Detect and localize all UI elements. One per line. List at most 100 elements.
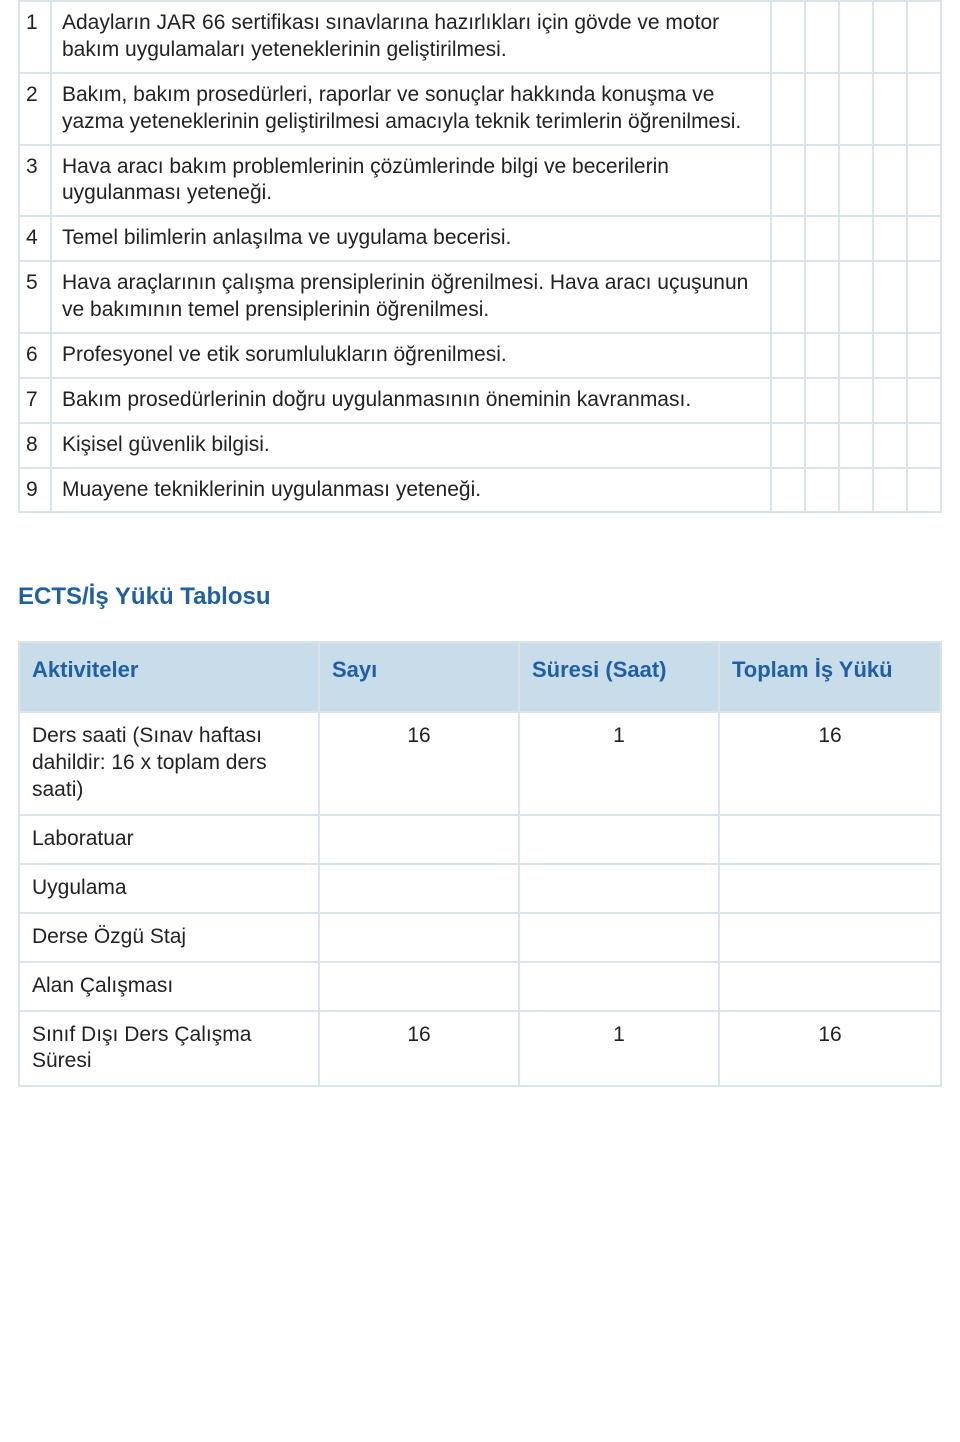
row-number: 5 bbox=[19, 261, 51, 333]
row-text: Bakım prosedürlerinin doğru uygulanmasın… bbox=[51, 378, 771, 423]
header-duration: Süresi (Saat) bbox=[519, 642, 719, 712]
activity-cell: Sınıf Dışı Ders Çalışma Süresi bbox=[19, 1011, 319, 1087]
total-cell bbox=[719, 864, 941, 913]
row-text: Temel bilimlerin anlaşılma ve uygulama b… bbox=[51, 216, 771, 261]
empty-cell bbox=[839, 1, 873, 73]
table-row: Sınıf Dışı Ders Çalışma Süresi 16 1 16 bbox=[19, 1011, 941, 1087]
table-row: 2 Bakım, bakım prosedürleri, raporlar ve… bbox=[19, 73, 941, 145]
row-text: Kişisel güvenlik bilgisi. bbox=[51, 423, 771, 468]
table-row: 8 Kişisel güvenlik bilgisi. bbox=[19, 423, 941, 468]
duration-cell: 1 bbox=[519, 1011, 719, 1087]
activity-cell: Alan Çalışması bbox=[19, 962, 319, 1011]
empty-cell bbox=[805, 468, 839, 513]
page: 1 Adayların JAR 66 sertifikası sınavları… bbox=[0, 0, 960, 1127]
row-text: Muayene tekniklerinin uygulanması yetene… bbox=[51, 468, 771, 513]
row-text: Bakım, bakım prosedürleri, raporlar ve s… bbox=[51, 73, 771, 145]
empty-cell bbox=[907, 333, 941, 378]
table-row: 4 Temel bilimlerin anlaşılma ve uygulama… bbox=[19, 216, 941, 261]
empty-cell bbox=[907, 145, 941, 217]
empty-cell bbox=[805, 73, 839, 145]
header-count: Sayı bbox=[319, 642, 519, 712]
empty-cell bbox=[907, 378, 941, 423]
total-cell: 16 bbox=[719, 1011, 941, 1087]
count-cell bbox=[319, 815, 519, 864]
row-number: 7 bbox=[19, 378, 51, 423]
empty-cell bbox=[771, 73, 805, 145]
empty-cell bbox=[907, 468, 941, 513]
empty-cell bbox=[771, 145, 805, 217]
row-text: Profesyonel ve etik sorumlulukların öğre… bbox=[51, 333, 771, 378]
activity-cell: Ders saati (Sınav haftası dahildir: 16 x… bbox=[19, 712, 319, 815]
row-text: Adayların JAR 66 sertifikası sınavlarına… bbox=[51, 1, 771, 73]
empty-cell bbox=[839, 145, 873, 217]
empty-cell bbox=[839, 216, 873, 261]
table-header-row: Aktiviteler Sayı Süresi (Saat) Toplam İş… bbox=[19, 642, 941, 712]
count-cell: 16 bbox=[319, 1011, 519, 1087]
total-cell: 16 bbox=[719, 712, 941, 815]
empty-cell bbox=[805, 378, 839, 423]
row-text: Hava araçlarının çalışma prensiplerinin … bbox=[51, 261, 771, 333]
duration-cell bbox=[519, 815, 719, 864]
empty-cell bbox=[873, 73, 907, 145]
total-cell bbox=[719, 913, 941, 962]
empty-cell bbox=[907, 423, 941, 468]
table-row: Ders saati (Sınav haftası dahildir: 16 x… bbox=[19, 712, 941, 815]
activity-cell: Derse Özgü Staj bbox=[19, 913, 319, 962]
empty-cell bbox=[839, 378, 873, 423]
duration-cell bbox=[519, 962, 719, 1011]
empty-cell bbox=[907, 261, 941, 333]
empty-cell bbox=[907, 73, 941, 145]
table-row: Laboratuar bbox=[19, 815, 941, 864]
table-row: 6 Profesyonel ve etik sorumlulukların öğ… bbox=[19, 333, 941, 378]
empty-cell bbox=[907, 1, 941, 73]
empty-cell bbox=[771, 333, 805, 378]
empty-cell bbox=[805, 261, 839, 333]
count-cell bbox=[319, 913, 519, 962]
empty-cell bbox=[771, 1, 805, 73]
row-number: 3 bbox=[19, 145, 51, 217]
row-number: 2 bbox=[19, 73, 51, 145]
table-row: 9 Muayene tekniklerinin uygulanması yete… bbox=[19, 468, 941, 513]
table-row: 5 Hava araçlarının çalışma prensiplerini… bbox=[19, 261, 941, 333]
header-total: Toplam İş Yükü bbox=[719, 642, 941, 712]
empty-cell bbox=[771, 423, 805, 468]
empty-cell bbox=[873, 145, 907, 217]
empty-cell bbox=[907, 216, 941, 261]
empty-cell bbox=[839, 468, 873, 513]
empty-cell bbox=[873, 216, 907, 261]
ects-heading: ECTS/İş Yükü Tablosu bbox=[18, 583, 942, 611]
empty-cell bbox=[839, 423, 873, 468]
empty-cell bbox=[873, 378, 907, 423]
total-cell bbox=[719, 815, 941, 864]
activity-cell: Laboratuar bbox=[19, 815, 319, 864]
empty-cell bbox=[805, 1, 839, 73]
table-row: Uygulama bbox=[19, 864, 941, 913]
empty-cell bbox=[873, 1, 907, 73]
empty-cell bbox=[805, 333, 839, 378]
header-activities: Aktiviteler bbox=[19, 642, 319, 712]
empty-cell bbox=[771, 216, 805, 261]
count-cell bbox=[319, 962, 519, 1011]
row-number: 9 bbox=[19, 468, 51, 513]
row-number: 6 bbox=[19, 333, 51, 378]
empty-cell bbox=[873, 423, 907, 468]
row-number: 4 bbox=[19, 216, 51, 261]
row-number: 1 bbox=[19, 1, 51, 73]
empty-cell bbox=[873, 333, 907, 378]
empty-cell bbox=[805, 145, 839, 217]
count-cell: 16 bbox=[319, 712, 519, 815]
workload-table: Aktiviteler Sayı Süresi (Saat) Toplam İş… bbox=[18, 641, 942, 1087]
empty-cell bbox=[839, 261, 873, 333]
empty-cell bbox=[771, 261, 805, 333]
empty-cell bbox=[805, 216, 839, 261]
empty-cell bbox=[771, 468, 805, 513]
empty-cell bbox=[839, 333, 873, 378]
total-cell bbox=[719, 962, 941, 1011]
table-row: 1 Adayların JAR 66 sertifikası sınavları… bbox=[19, 1, 941, 73]
duration-cell: 1 bbox=[519, 712, 719, 815]
count-cell bbox=[319, 864, 519, 913]
duration-cell bbox=[519, 913, 719, 962]
row-text: Hava aracı bakım problemlerinin çözümler… bbox=[51, 145, 771, 217]
outcomes-table: 1 Adayların JAR 66 sertifikası sınavları… bbox=[18, 0, 942, 513]
duration-cell bbox=[519, 864, 719, 913]
